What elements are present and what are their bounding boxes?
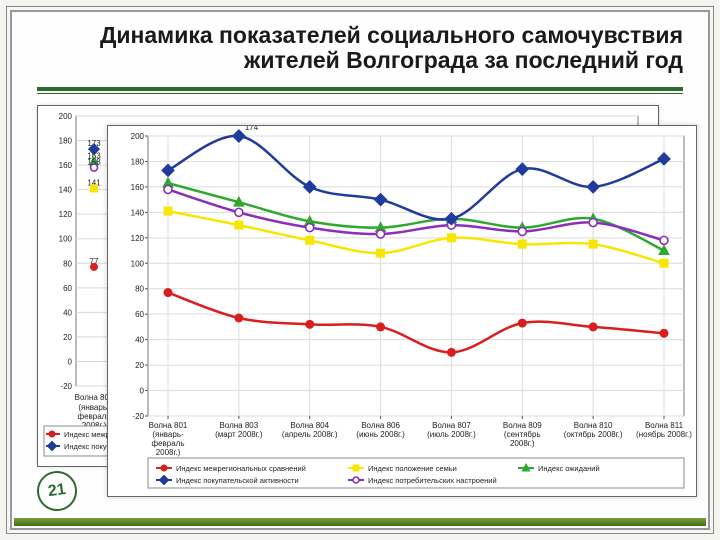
svg-text:100: 100	[131, 259, 145, 268]
title-line-1: Динамика показателей социального самочув…	[47, 23, 683, 48]
svg-text:140: 140	[131, 208, 145, 217]
svg-text:160: 160	[131, 183, 145, 192]
svg-text:180: 180	[59, 137, 73, 146]
svg-text:Индекс ожиданий: Индекс ожиданий	[538, 464, 600, 473]
footer-bar	[14, 518, 706, 526]
slide-title: Динамика показателей социального самочув…	[47, 23, 683, 74]
svg-text:Индекс потребительских настрое: Индекс потребительских настроений	[368, 476, 497, 485]
svg-text:(ноябрь 2008г.): (ноябрь 2008г.)	[636, 430, 692, 439]
svg-text:(октябрь 2008г.): (октябрь 2008г.)	[564, 430, 623, 439]
svg-text:(сентябрь: (сентябрь	[504, 430, 541, 439]
svg-text:(март 2008г.): (март 2008г.)	[215, 430, 263, 439]
svg-text:Индекс покупательской активнос: Индекс покупательской активности	[176, 476, 299, 485]
title-rule-thick	[37, 87, 683, 91]
svg-text:Волна 809: Волна 809	[503, 421, 542, 430]
svg-text:60: 60	[135, 310, 144, 319]
svg-text:0: 0	[140, 387, 145, 396]
svg-text:(июль 2008г.): (июль 2008г.)	[427, 430, 476, 439]
svg-text:февраль: февраль	[151, 439, 184, 448]
svg-text:Волна 804: Волна 804	[290, 421, 329, 430]
slide-frame: Динамика показателей социального самочув…	[6, 6, 714, 534]
svg-text:Волна 807: Волна 807	[432, 421, 471, 430]
svg-text:180: 180	[131, 157, 145, 166]
svg-text:20: 20	[63, 333, 72, 342]
svg-text:Индекс межрегиональных сравнен: Индекс межрегиональных сравнений	[176, 464, 306, 473]
chart-panel-front: -20 0 20 40 60 80 100 120 140 160 180 200 174 Волна 8…	[107, 125, 697, 497]
svg-text:(январь-: (январь-	[78, 403, 110, 412]
svg-text:80: 80	[63, 259, 72, 268]
svg-text:Индекс положение семьи: Индекс положение семьи	[368, 464, 457, 473]
svg-text:174: 174	[245, 126, 259, 132]
svg-text:2008г.): 2008г.)	[510, 439, 535, 448]
svg-text:(январь-: (январь-	[152, 430, 184, 439]
svg-text:2008г.): 2008г.)	[156, 448, 181, 457]
svg-text:80: 80	[135, 285, 144, 294]
title-line-2: жителей Волгограда за последний год	[47, 48, 683, 73]
svg-text:200: 200	[59, 112, 73, 121]
svg-text:60: 60	[63, 284, 72, 293]
svg-text:200: 200	[131, 132, 145, 141]
svg-text:160: 160	[59, 161, 73, 170]
front-chart-svg: -20 0 20 40 60 80 100 120 140 160 180 200 174 Волна 8…	[108, 126, 696, 496]
svg-text:Волна 811: Волна 811	[645, 421, 684, 430]
page-number: 21	[47, 481, 67, 501]
svg-text:140: 140	[59, 186, 73, 195]
svg-text:40: 40	[63, 308, 72, 317]
svg-text:Волна 806: Волна 806	[361, 421, 400, 430]
svg-text:-20: -20	[132, 412, 144, 421]
svg-text:120: 120	[131, 234, 145, 243]
svg-text:20: 20	[135, 361, 144, 370]
svg-text:Волна 803: Волна 803	[219, 421, 258, 430]
svg-text:0: 0	[68, 357, 73, 366]
svg-text:(апрель 2008г.): (апрель 2008г.)	[282, 430, 338, 439]
svg-text:Волна 810: Волна 810	[574, 421, 613, 430]
svg-text:40: 40	[135, 336, 144, 345]
title-rule-thin	[37, 93, 683, 94]
svg-text:Волна 801: Волна 801	[149, 421, 188, 430]
svg-text:-20: -20	[60, 382, 72, 391]
svg-text:120: 120	[59, 210, 73, 219]
svg-text:февраль: февраль	[77, 412, 110, 421]
svg-text:100: 100	[59, 235, 73, 244]
svg-text:(июнь 2008г.): (июнь 2008г.)	[356, 430, 405, 439]
